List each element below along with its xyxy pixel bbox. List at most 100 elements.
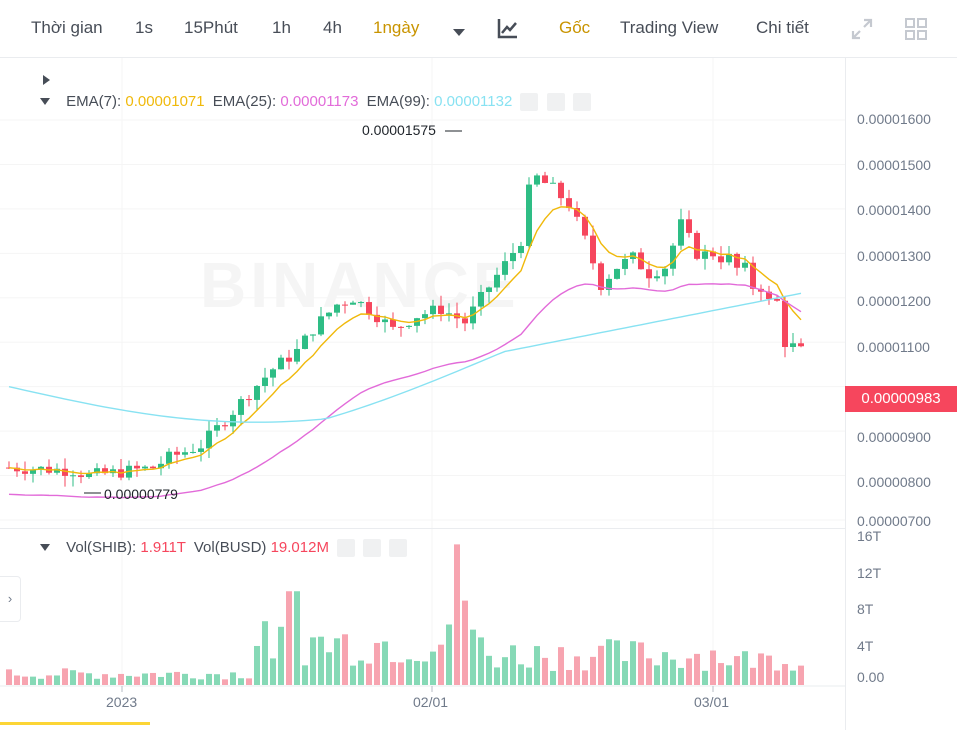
candle-body	[782, 300, 788, 348]
tradingview-tab[interactable]: Trading View	[620, 18, 719, 37]
volume-bar	[454, 544, 460, 685]
fullscreen-icon[interactable]	[850, 17, 874, 46]
ema-eye-icon[interactable]	[520, 93, 539, 112]
volume-bar	[798, 665, 804, 685]
volume-bar	[758, 653, 764, 685]
candle-body	[278, 357, 284, 370]
original-view-tab[interactable]: Gốc	[559, 18, 591, 37]
interval-4h[interactable]: 4h	[323, 18, 342, 37]
candle-body	[102, 468, 108, 474]
candle-body	[582, 216, 588, 236]
candle-body	[38, 466, 44, 470]
vol-busd-label: Vol(BUSD)	[193, 539, 267, 556]
volume-bar	[574, 656, 580, 685]
chart-toolbar: Thời gian 1s 15Phút 1h 4h 1ngày Gốc Trad…	[0, 0, 957, 58]
candle-body	[54, 468, 60, 473]
candle-body	[638, 252, 644, 270]
volume-bar	[486, 655, 492, 685]
candle-body	[422, 314, 428, 319]
candle-body	[254, 385, 260, 400]
volume-bar	[422, 661, 428, 685]
volume-bar	[382, 641, 388, 685]
candle-body	[286, 357, 292, 362]
volume-bar	[198, 679, 204, 685]
volume-bar	[478, 637, 484, 685]
volume-bar	[718, 663, 724, 685]
volume-bar	[182, 673, 188, 685]
candle-body	[246, 399, 252, 401]
interval-15m[interactable]: 15Phút	[184, 18, 238, 37]
ema-close-icon[interactable]	[572, 93, 591, 112]
volume-bar	[518, 664, 524, 685]
volume-bar	[446, 624, 452, 685]
volume-bar	[310, 637, 316, 685]
volume-bar	[534, 646, 540, 685]
candle-body	[734, 253, 740, 268]
candle-body	[198, 448, 204, 452]
volume-bar	[742, 651, 748, 685]
vol-shib-value: 1.911T	[140, 539, 186, 556]
volume-bar	[142, 673, 148, 685]
candle-body	[174, 451, 180, 455]
candle-body	[358, 302, 364, 304]
candle-body	[222, 425, 228, 427]
volume-tick: 0.00	[857, 669, 885, 685]
interval-dropdown-icon[interactable]	[453, 24, 465, 42]
candle-body	[654, 276, 660, 279]
volume-bar	[118, 673, 124, 685]
volume-bar	[590, 656, 596, 685]
ema-settings-icon[interactable]	[546, 93, 565, 112]
volume-bar	[342, 634, 348, 685]
vol-eye-icon[interactable]	[337, 539, 356, 558]
price-tick: 0.00001600	[857, 111, 931, 127]
candle-body	[62, 468, 68, 476]
interval-1d[interactable]: 1ngày	[373, 18, 420, 37]
ema25-line	[8, 283, 802, 499]
price-tick: 0.00001300	[857, 248, 931, 264]
volume-bar	[406, 659, 412, 685]
indicator-chart-icon[interactable]	[497, 17, 519, 44]
candle-body	[206, 430, 212, 449]
vol-close-icon[interactable]	[389, 539, 408, 558]
detail-tab[interactable]: Chi tiết	[756, 18, 809, 37]
interval-1h[interactable]: 1h	[272, 18, 291, 37]
volume-bar	[494, 667, 500, 685]
price-tick: 0.00000700	[857, 513, 931, 529]
volume-bar	[30, 676, 36, 685]
ema7-label: EMA(7):	[66, 93, 122, 110]
candle-body	[598, 263, 604, 290]
volume-bar	[302, 665, 308, 685]
candle-body	[158, 463, 164, 469]
candle-body	[318, 316, 324, 335]
volume-bar	[686, 658, 692, 685]
panel-divider[interactable]	[0, 528, 845, 529]
volume-bar	[566, 669, 572, 685]
volume-bar	[254, 645, 260, 685]
candle-body	[790, 343, 796, 348]
collapse-volume-icon[interactable]	[40, 539, 50, 556]
candle-body	[398, 326, 404, 328]
candle-body	[86, 473, 92, 478]
collapse-ema-icon[interactable]	[40, 93, 50, 110]
candle-body	[70, 475, 76, 477]
volume-bar	[86, 673, 92, 685]
volume-bar	[54, 675, 60, 685]
volume-bar	[206, 673, 212, 685]
candle-body	[438, 305, 444, 314]
candle-body	[566, 198, 572, 209]
volume-tick: 4T	[857, 638, 874, 654]
volume-legend: Vol(SHIB): 1.911T Vol(BUSD) 19.012M	[40, 539, 408, 558]
volume-bar	[510, 645, 516, 685]
vol-settings-icon[interactable]	[363, 539, 382, 558]
layout-grid-icon[interactable]	[904, 17, 928, 46]
volume-bar	[646, 658, 652, 685]
volume-bar	[790, 670, 796, 685]
candle-body	[494, 274, 500, 288]
expand-sidebar-icon[interactable]: ›	[0, 576, 21, 622]
candle-body	[558, 182, 564, 199]
candle-body	[326, 312, 332, 317]
interval-1s[interactable]: 1s	[135, 18, 153, 37]
time-label: Thời gian	[31, 18, 103, 37]
candle-body	[742, 262, 748, 268]
